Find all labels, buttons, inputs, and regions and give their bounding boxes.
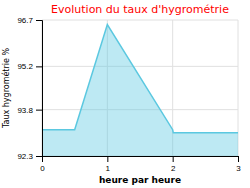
tick: 92.3	[17, 152, 42, 161]
tick-mark	[36, 66, 42, 67]
tick: 0	[40, 156, 45, 173]
y-axis-title: Taux hygrométrie %	[1, 48, 11, 130]
title: Evolution du taux d'hygrométrie	[51, 3, 229, 16]
tick-label: 92.3	[17, 152, 33, 161]
grid	[42, 20, 238, 156]
tick-label: 95.2	[17, 62, 33, 71]
tick-mark	[238, 156, 239, 162]
tick: 93.8	[17, 106, 42, 115]
axis-line	[43, 157, 239, 163]
tick-mark	[173, 156, 174, 162]
tick-label: 96.7	[17, 16, 33, 25]
tick-label: 93.8	[17, 106, 33, 115]
grid-line	[42, 66, 238, 67]
line	[42, 25, 238, 133]
tick: 2	[171, 156, 176, 173]
tick: 3	[236, 156, 241, 173]
tick-label: 3	[236, 164, 241, 173]
tick: 96.7	[17, 16, 42, 25]
tick-label: 0	[40, 164, 45, 173]
marks	[42, 25, 238, 156]
x-axis-title: heure par heure	[99, 175, 181, 185]
y-axis: 92.3 93.8 95.2 96.7	[17, 16, 42, 161]
area	[42, 25, 238, 156]
tick-label: 1	[106, 164, 111, 173]
tick-mark	[36, 20, 42, 21]
axis-line	[36, 21, 43, 157]
tick: 1	[106, 156, 111, 173]
tick: 95.2	[17, 62, 42, 71]
tick-mark	[107, 156, 108, 162]
grid-line	[42, 20, 238, 21]
plot: 0 1 2 3 92.3 93.8 95.2 96.7	[17, 16, 241, 173]
tick-mark	[36, 110, 42, 111]
tick-label: 2	[171, 164, 176, 173]
x-axis: 0 1 2 3	[40, 156, 241, 173]
chart: 0 1 2 3 92.3 93.8 95.2 96.7 Evolution du taux d'…	[0, 0, 250, 188]
tick-mark	[36, 156, 42, 157]
